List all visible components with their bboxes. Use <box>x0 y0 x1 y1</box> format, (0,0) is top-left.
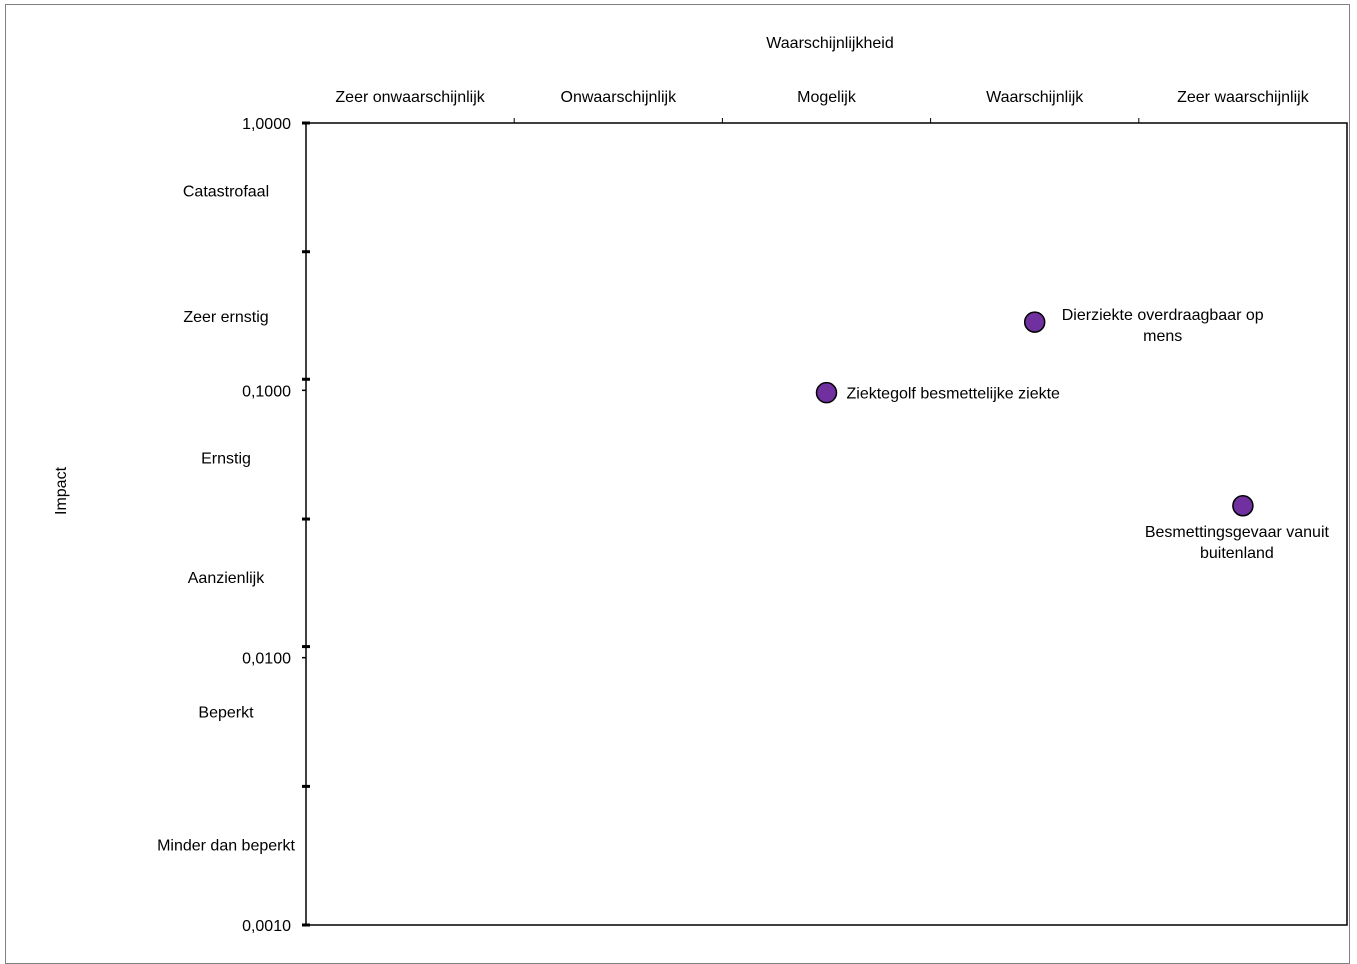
plot-area <box>305 122 1348 926</box>
y-category-label: Beperkt <box>198 704 254 721</box>
data-point-label: Ziektegolf besmettelijke ziekte <box>847 386 1061 403</box>
x-category-label: Zeer waarschijnlijk <box>1177 89 1310 106</box>
y-category-label: Aanzienlijk <box>188 570 265 587</box>
y-category-label: Catastrofaal <box>183 183 269 200</box>
data-point <box>1023 311 1046 333</box>
y-axis-label: Impact <box>53 466 70 515</box>
y-tick-label: 0,1000 <box>242 383 291 400</box>
data-point-label: Besmettingsgevaar vanuit buitenland <box>1145 524 1330 562</box>
x-category-label: Zeer onwaarschijnlijk <box>335 89 485 106</box>
data-point <box>815 381 838 404</box>
x-category-label: Mogelijk <box>797 89 857 106</box>
data-point <box>1232 495 1254 517</box>
y-category-label: Zeer ernstig <box>183 309 268 326</box>
y-tick-label: 0,0100 <box>242 651 291 668</box>
chart-title: Waarschijnlijkheid <box>766 35 893 52</box>
y-category-label: Ernstig <box>201 451 251 468</box>
x-category-label: Onwaarschijnlijk <box>561 89 678 106</box>
x-category-label: Waarschijnlijk <box>986 89 1084 106</box>
y-tick-label: 1,0000 <box>242 116 291 133</box>
y-tick-label: 0,0010 <box>242 918 291 935</box>
data-point-label: Dierziekte overdraagbaar op mens <box>1062 307 1264 345</box>
y-category-label: Minder dan beperkt <box>157 838 295 855</box>
